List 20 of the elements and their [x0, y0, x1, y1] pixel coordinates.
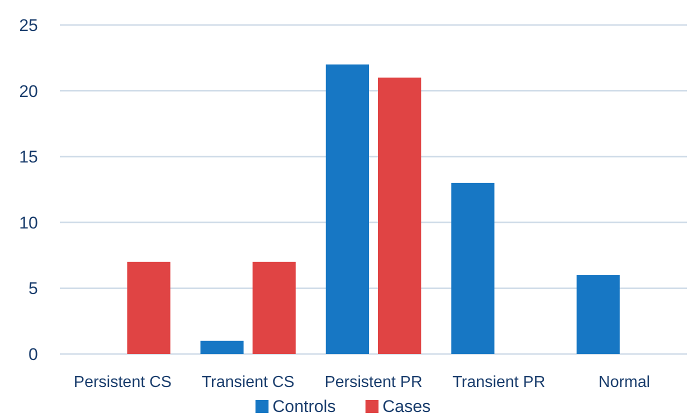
y-tick-label: 25: [19, 16, 38, 35]
x-tick-label: Transient PR: [452, 374, 546, 391]
y-tick-label: 10: [19, 213, 38, 232]
bar: [576, 275, 620, 354]
bar: [326, 64, 369, 354]
bar: [378, 78, 422, 354]
bar: [127, 262, 170, 354]
bar: [252, 262, 296, 354]
legend-label: Controls: [272, 396, 336, 416]
legend-label: Cases: [382, 396, 431, 416]
y-tick-label: 15: [19, 148, 38, 167]
bar: [451, 182, 494, 354]
bar: [200, 340, 244, 354]
x-tick-label: Normal: [598, 374, 650, 391]
y-tick-label: 20: [19, 82, 38, 101]
x-tick-label: Persistent CS: [74, 374, 172, 391]
x-tick-label: Persistent PR: [324, 374, 422, 391]
y-tick-label: 0: [28, 344, 38, 364]
y-tick-label: 5: [28, 279, 38, 298]
x-tick-label: Transient CS: [202, 374, 294, 391]
